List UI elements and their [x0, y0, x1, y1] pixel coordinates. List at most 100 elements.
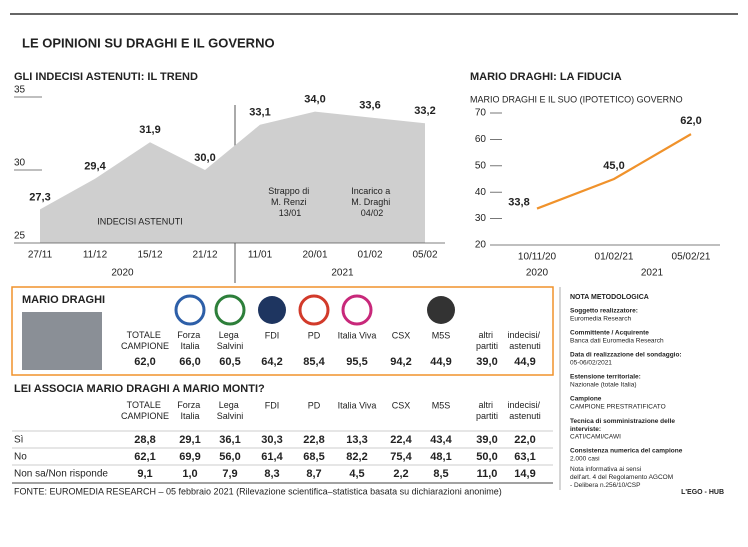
party-logo — [427, 296, 455, 324]
cell: 63,1 — [514, 451, 535, 463]
nota-footnote: Nota informativa ai sensi dell'art. 4 de… — [570, 466, 675, 489]
chart-subtitle: MARIO DRAGHI E IL SUO (IPOTETICO) GOVERN… — [470, 94, 683, 104]
x-tick-label: 10/11/20 — [518, 252, 557, 263]
value-label: 33,2 — [414, 105, 435, 117]
column-header: Lega Salvini — [217, 330, 244, 351]
nota-text: Nazionale (totale Italia) — [570, 382, 636, 389]
cell: 44,9 — [430, 356, 451, 368]
y-tick-label: 30 — [14, 158, 26, 169]
value-label: 45,0 — [603, 160, 624, 172]
nota-text: CAMPIONE PRESTRATIFICATO — [570, 404, 666, 411]
annotation: INDECISI ASTENUTI — [97, 216, 183, 226]
value-label: 33,1 — [249, 107, 270, 119]
column-header: PD — [308, 400, 321, 410]
y-tick-label: 20 — [475, 240, 487, 251]
annotation: Strappo di M. Renzi 13/01 — [268, 186, 312, 218]
nota-text: CATI/CAMI/CAWI — [570, 434, 621, 441]
column-header: Lega Salvini — [217, 400, 244, 421]
column-header: TOTALE CAMPIONE — [121, 400, 169, 421]
chart-title: GLI INDECISI ASTENUTI: IL TREND — [14, 71, 198, 83]
party-logo — [258, 296, 286, 324]
cell: 66,0 — [179, 356, 200, 368]
cell: 13,3 — [346, 434, 367, 446]
cell: 2,2 — [393, 468, 408, 480]
table-title: LEI ASSOCIA MARIO DRAGHI A MARIO MONTI? — [14, 383, 265, 395]
x-tick-label: 05/02 — [412, 250, 437, 261]
cell: 64,2 — [261, 356, 282, 368]
cell: 39,0 — [476, 434, 497, 446]
column-header: CSX — [392, 330, 411, 340]
cell: 39,0 — [476, 356, 497, 368]
x-tick-label: 11/01 — [248, 250, 273, 261]
column-header: indecisi/ astenuti — [507, 400, 542, 421]
column-header: Forza Italia — [177, 400, 203, 421]
column-header: CSX — [392, 400, 411, 410]
party-logo — [174, 294, 206, 326]
cell: 22,8 — [303, 434, 324, 446]
nota-text: 05-06/02/2021 — [570, 360, 612, 367]
credit: L'EGO - HUB — [681, 489, 724, 496]
cell: 61,4 — [261, 451, 283, 463]
column-header: M5S — [432, 330, 451, 340]
y-tick-label: 25 — [14, 231, 26, 242]
x-tick-label: 01/02 — [357, 250, 382, 261]
cell: 14,9 — [514, 468, 535, 480]
y-tick-label: 35 — [14, 85, 26, 96]
cell: 8,5 — [433, 468, 448, 480]
cell: 43,4 — [430, 434, 452, 446]
cell: 50,0 — [476, 451, 497, 463]
cell: 85,4 — [303, 356, 325, 368]
cell: 82,2 — [346, 451, 367, 463]
value-label: 27,3 — [29, 191, 50, 203]
x-tick-label: 20/01 — [302, 250, 327, 261]
column-header: Forza Italia — [177, 330, 203, 351]
column-header: indecisi/ astenuti — [507, 330, 542, 351]
page-title: LE OPINIONI SU DRAGHI E IL GOVERNO — [22, 35, 275, 50]
value-label: 30,0 — [194, 152, 215, 164]
nota-label: Estensione territoriale: — [570, 374, 641, 381]
value-label: 29,4 — [84, 161, 106, 173]
column-header: TOTALE CAMPIONE — [121, 330, 169, 351]
cell: 56,0 — [219, 451, 240, 463]
photo — [22, 312, 102, 370]
cell: 22,4 — [390, 434, 412, 446]
value-label: 62,0 — [680, 115, 701, 127]
x-tick-label: 27/11 — [28, 250, 53, 261]
party-logo — [341, 294, 373, 326]
cell: 4,5 — [349, 468, 364, 480]
chart-title: MARIO DRAGHI: LA FIDUCIA — [470, 71, 622, 83]
column-header: altri partiti — [476, 330, 498, 351]
x-tick-label: 21/12 — [192, 250, 217, 261]
value-label: 33,8 — [508, 196, 529, 208]
cell: 75,4 — [390, 451, 412, 463]
nota-label: Campione — [570, 396, 602, 403]
cell: 29,1 — [179, 434, 200, 446]
cell: 9,1 — [137, 468, 152, 480]
area — [40, 111, 425, 243]
fiducia-box — [11, 286, 554, 376]
cell: 62,0 — [134, 356, 155, 368]
nota-title: NOTA METODOLOGICA — [570, 294, 649, 301]
cell: 11,0 — [477, 468, 498, 480]
value-label: 31,9 — [139, 124, 160, 136]
cell: 30,3 — [261, 434, 282, 446]
column-header: PD — [308, 330, 321, 340]
year-label: 2020 — [526, 268, 549, 279]
cell: 8,7 — [306, 468, 321, 480]
annotation: Incarico a M. Draghi 04/02 — [351, 186, 393, 218]
cell: 94,2 — [390, 356, 411, 368]
cell: 1,0 — [182, 468, 197, 480]
cell: 62,1 — [134, 451, 155, 463]
year-label: 2020 — [111, 268, 134, 279]
cell: 28,8 — [134, 434, 155, 446]
cell: 22,0 — [514, 434, 535, 446]
column-header: FDI — [265, 330, 280, 340]
cell: 44,9 — [514, 356, 535, 368]
column-header: Italia Viva — [338, 400, 377, 410]
cell: 36,1 — [219, 434, 240, 446]
value-label: 33,6 — [359, 99, 380, 111]
nota-text: Banca dati Euromedia Research — [570, 338, 664, 345]
row-label: Non sa/Non risponde — [14, 469, 108, 480]
cell: 8,3 — [264, 468, 279, 480]
